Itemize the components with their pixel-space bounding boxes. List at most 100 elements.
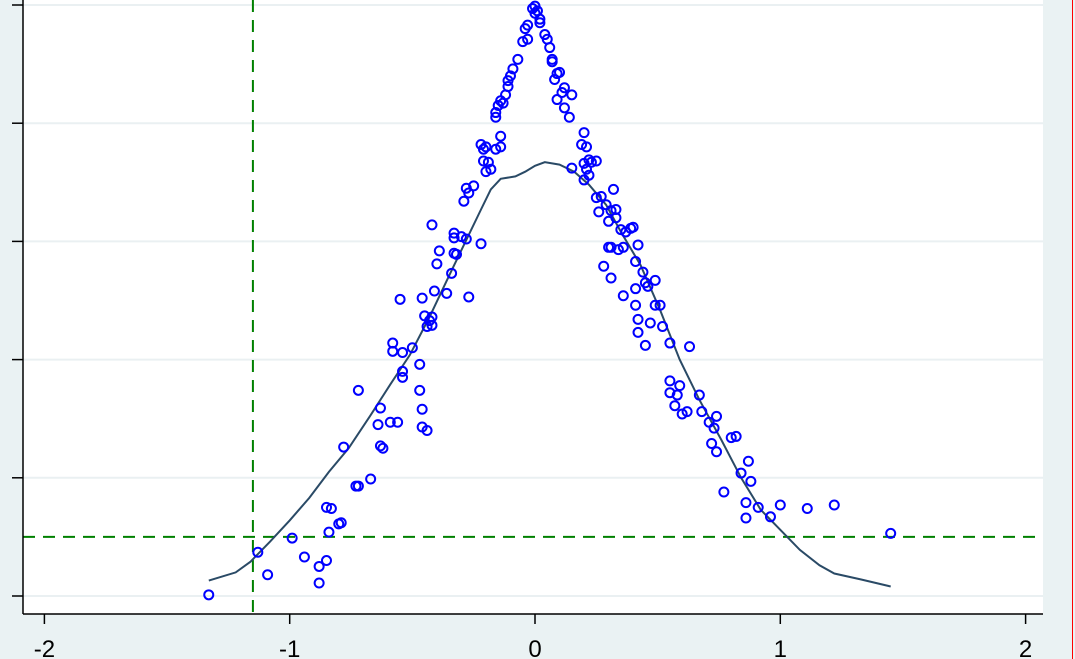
data-point (480, 141, 492, 153)
data-point (495, 141, 507, 153)
data-point (286, 532, 298, 544)
data-point (482, 156, 494, 168)
data-point (534, 13, 546, 25)
data-point (298, 551, 310, 563)
data-point (320, 501, 332, 513)
data-point (477, 155, 489, 167)
data-point (632, 313, 644, 325)
data-point (610, 203, 622, 215)
data-point (421, 425, 433, 437)
x-tick-label: 0 (528, 636, 541, 659)
data-point (590, 192, 602, 204)
data-point (706, 438, 718, 450)
data-point (262, 569, 274, 581)
data-point (426, 319, 438, 331)
data-point (649, 274, 661, 286)
data-point (740, 497, 752, 509)
data-point (745, 475, 757, 487)
data-point (630, 283, 642, 295)
data-point (477, 143, 489, 155)
data-point (607, 183, 619, 195)
data-points (203, 0, 897, 601)
data-point (649, 299, 661, 311)
data-point (252, 546, 264, 558)
x-tick-label: -1 (279, 636, 300, 659)
data-point (642, 280, 654, 292)
data-point (463, 187, 475, 199)
data-point (448, 232, 460, 244)
data-point (313, 560, 325, 572)
x-tick-label: 1 (774, 636, 787, 659)
data-point (718, 486, 730, 498)
data-point (468, 180, 480, 192)
data-point (684, 341, 696, 353)
data-point (433, 245, 445, 257)
data-point (338, 441, 350, 453)
data-point (458, 195, 470, 207)
data-point (335, 517, 347, 529)
data-point (885, 527, 897, 539)
plot-area (23, 0, 1043, 614)
data-point (392, 416, 404, 428)
data-point (558, 102, 570, 114)
x-tick-label: 2 (1019, 636, 1032, 659)
data-point (764, 511, 776, 523)
data-point (563, 111, 575, 123)
data-point (630, 255, 642, 267)
axes (12, 0, 1043, 624)
data-point (669, 400, 681, 412)
data-point (828, 499, 840, 511)
data-point (696, 406, 708, 418)
data-point (740, 512, 752, 524)
data-point (451, 248, 463, 260)
fitted-curve (208, 161, 891, 588)
data-point (654, 299, 666, 311)
data-point (313, 577, 325, 589)
data-point (397, 371, 409, 383)
data-point (325, 503, 337, 515)
data-point (558, 82, 570, 94)
data-point (490, 111, 502, 123)
data-point (583, 169, 595, 181)
data-point (711, 446, 723, 458)
data-point (365, 473, 377, 485)
data-point (566, 89, 578, 101)
data-point (639, 339, 651, 351)
data-point (644, 317, 656, 329)
data-point (581, 141, 593, 153)
data-point (352, 480, 364, 492)
data-point (664, 375, 676, 387)
data-point (475, 238, 487, 250)
window-edge-line (1072, 0, 1073, 659)
data-point (593, 206, 605, 218)
data-point (394, 293, 406, 305)
data-point (605, 205, 617, 217)
data-point (801, 503, 813, 515)
data-point (554, 66, 566, 78)
data-point (522, 33, 534, 45)
data-point (428, 285, 440, 297)
data-point (578, 157, 590, 169)
data-point (416, 403, 428, 415)
x-tick-labels: -2 -1 0 1 2 (34, 636, 1033, 659)
data-point (320, 555, 332, 567)
data-point (708, 422, 720, 434)
data-point (544, 42, 556, 54)
data-point (495, 130, 507, 142)
data-point (681, 406, 693, 418)
data-point (406, 342, 418, 354)
data-point (426, 219, 438, 231)
data-point (323, 526, 335, 538)
data-point (414, 384, 426, 396)
data-point (752, 501, 764, 513)
data-point (522, 19, 534, 31)
data-point (387, 337, 399, 349)
data-point (460, 233, 472, 245)
data-point (664, 337, 676, 349)
data-point (637, 266, 649, 278)
data-point (374, 440, 386, 452)
data-point (674, 380, 686, 392)
data-point (463, 291, 475, 303)
data-point (581, 163, 593, 175)
